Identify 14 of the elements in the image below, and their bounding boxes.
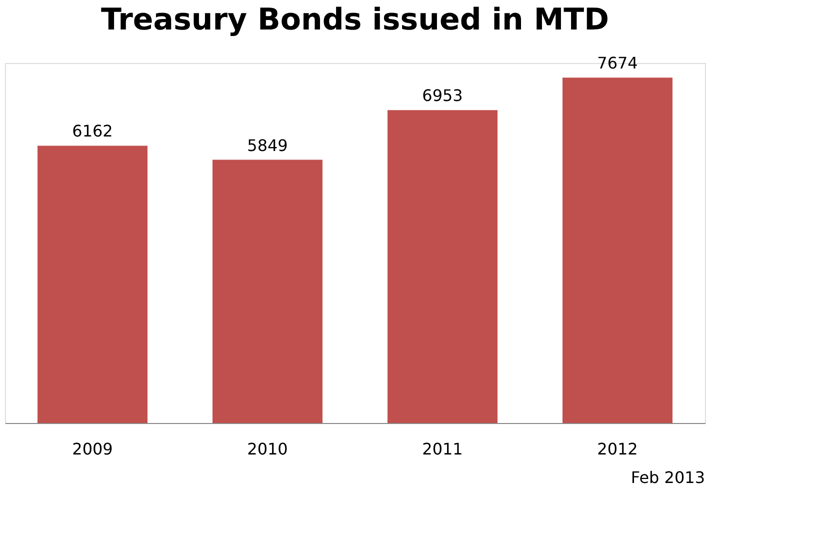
bar [38, 146, 148, 423]
chart-title: Treasury Bonds issued in MTD [100, 2, 610, 38]
data-label: 5849 [247, 136, 288, 155]
x-tick-label: 2011 [422, 440, 463, 458]
x-tick-label: 2012 [597, 440, 638, 458]
x-tick-label: 2009 [72, 440, 113, 458]
text: Feb 2013 [630, 468, 705, 487]
bar [562, 78, 672, 423]
bar [212, 160, 322, 423]
data-label: 6162 [72, 122, 113, 141]
bar [388, 110, 498, 423]
x-tick-label: 2010 [247, 440, 288, 458]
data-label: 6953 [422, 86, 463, 106]
data-label: 7674 [597, 54, 638, 73]
